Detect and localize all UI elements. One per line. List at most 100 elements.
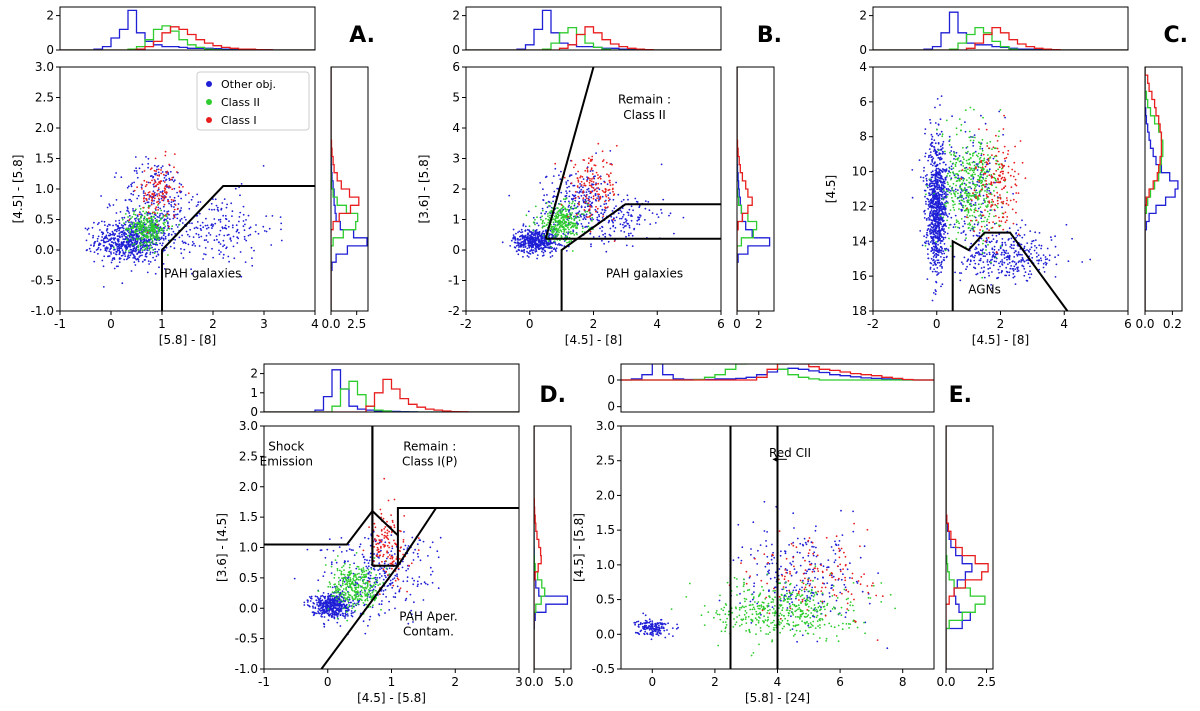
point-other (128, 198, 131, 201)
point-class2 (982, 239, 985, 242)
point-other (212, 256, 215, 259)
y-tick-label: 0.5 (35, 213, 54, 227)
point-class1 (612, 183, 614, 186)
point-class2 (978, 215, 980, 217)
point-other (619, 209, 622, 212)
point-other (931, 247, 933, 249)
point-class2 (968, 199, 970, 202)
point-other (1089, 258, 1092, 261)
x-tick-label: 4 (311, 317, 319, 331)
point-class1 (166, 170, 169, 173)
point-other (87, 227, 90, 230)
point-other (168, 213, 170, 216)
point-other (965, 268, 967, 271)
point-other (942, 236, 945, 239)
point-class2 (556, 211, 559, 214)
point-other (1012, 269, 1015, 272)
point-other (149, 261, 152, 263)
point-other (944, 236, 947, 239)
point-class2 (988, 215, 990, 218)
point-other (939, 104, 941, 106)
point-class2 (998, 130, 1000, 133)
point-other (990, 240, 993, 243)
point-class1 (156, 174, 159, 177)
point-other (167, 227, 170, 230)
point-class2 (559, 210, 562, 213)
point-other (996, 240, 998, 242)
point-class2 (132, 224, 135, 227)
point-other (223, 226, 226, 229)
point-other (218, 249, 220, 252)
point-other (950, 216, 953, 219)
point-class2 (541, 221, 544, 223)
point-class2 (973, 168, 976, 171)
point-other (223, 244, 226, 247)
point-class1 (149, 181, 152, 184)
point-other (164, 249, 166, 252)
point-other (924, 195, 926, 198)
point-class2 (964, 109, 967, 112)
point-other (149, 253, 152, 256)
point-other (1028, 251, 1031, 253)
point-other (1043, 271, 1046, 273)
point-other (958, 272, 961, 274)
point-class2 (966, 162, 969, 165)
point-other (931, 242, 934, 245)
point-other (112, 257, 114, 260)
point-class2 (562, 225, 565, 228)
point-other (125, 221, 127, 223)
point-class2 (980, 152, 983, 155)
point-other (931, 170, 934, 173)
point-other (124, 255, 127, 257)
point-class2 (973, 226, 976, 229)
point-other (626, 211, 629, 214)
point-class2 (165, 220, 168, 222)
point-other (195, 205, 198, 208)
point-other (180, 217, 183, 220)
point-other (120, 176, 123, 179)
point-class2 (946, 181, 949, 184)
point-class1 (182, 185, 184, 188)
point-other (941, 235, 943, 238)
point-other (938, 197, 941, 199)
point-class2 (152, 248, 155, 251)
point-class2 (142, 210, 145, 213)
point-class2 (167, 254, 169, 256)
point-other (603, 211, 606, 214)
point-other (927, 208, 930, 210)
point-other (1025, 279, 1028, 282)
point-class2 (956, 159, 959, 161)
point-other (932, 180, 934, 183)
point-class2 (952, 206, 955, 209)
point-other (118, 261, 121, 263)
point-class2 (963, 200, 965, 203)
point-other (539, 216, 542, 219)
point-class2 (136, 222, 138, 225)
point-other (222, 239, 225, 242)
point-other (938, 153, 941, 156)
point-class1 (598, 176, 601, 179)
point-other (558, 174, 560, 177)
point-class2 (557, 215, 560, 218)
point-other (964, 215, 966, 218)
point-class1 (154, 207, 157, 210)
point-other (112, 224, 114, 227)
point-class2 (963, 178, 966, 180)
point-other (103, 241, 105, 244)
point-other (133, 169, 136, 172)
point-other (1046, 247, 1049, 250)
point-other (1022, 265, 1025, 268)
point-other (601, 208, 604, 211)
point-other (231, 224, 234, 227)
point-other (943, 224, 945, 227)
point-other (159, 201, 161, 204)
point-class2 (146, 214, 149, 216)
point-other (934, 169, 937, 172)
point-other (127, 241, 130, 244)
point-other (937, 142, 940, 145)
point-class1 (577, 195, 580, 198)
point-other (931, 161, 934, 163)
point-other (578, 210, 581, 213)
point-class2 (127, 250, 130, 252)
